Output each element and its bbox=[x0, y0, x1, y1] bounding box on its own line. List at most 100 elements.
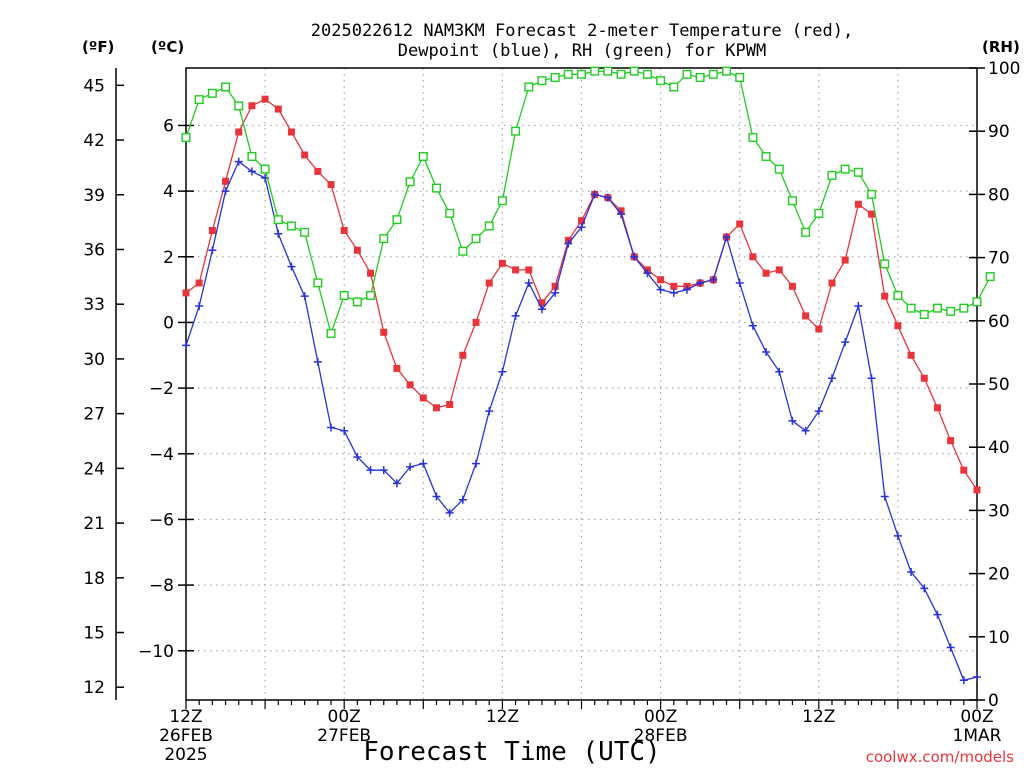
dewpoint-point bbox=[920, 584, 929, 593]
dewpoint-point bbox=[551, 288, 560, 297]
fahrenheit-tick-label: 30 bbox=[83, 350, 105, 370]
rh-point bbox=[880, 259, 890, 269]
temperature-point bbox=[749, 253, 757, 261]
fahrenheit-tick-label: 45 bbox=[83, 76, 105, 96]
temperature-point bbox=[973, 486, 981, 494]
rh-point bbox=[932, 303, 942, 313]
dewpoint-point bbox=[933, 610, 942, 619]
rh-point bbox=[484, 221, 494, 231]
chart-title-line1: 2025022612 NAM3KM Forecast 2-meter Tempe… bbox=[311, 21, 853, 41]
fahrenheit-unit-label: (ºF) bbox=[82, 38, 114, 56]
rh-tick-label: 100 bbox=[988, 59, 1020, 79]
dewpoint-point bbox=[379, 466, 388, 475]
temperature-point bbox=[578, 217, 585, 225]
celsius-tick-label: −10 bbox=[138, 642, 174, 662]
rh-tick-label: 0 bbox=[988, 691, 999, 711]
rh-point bbox=[247, 151, 257, 161]
fahrenheit-tick-label: 36 bbox=[83, 240, 105, 260]
rh-point bbox=[458, 246, 468, 256]
temperature-point bbox=[432, 404, 440, 412]
fahrenheit-tick-label: 18 bbox=[83, 569, 105, 589]
rh-point bbox=[326, 328, 336, 338]
x-tick-label: 12Z bbox=[486, 707, 519, 727]
temperature-point bbox=[736, 220, 744, 228]
dewpoint-point bbox=[485, 407, 494, 416]
dewpoint-point bbox=[195, 302, 204, 311]
rh-point bbox=[972, 297, 982, 307]
dewpoint-point bbox=[577, 223, 586, 232]
fahrenheit-tick-label: 33 bbox=[83, 295, 105, 315]
temperature-point bbox=[920, 374, 928, 382]
rh-point bbox=[405, 177, 415, 187]
dewpoint-point bbox=[366, 466, 375, 475]
rh-point bbox=[774, 164, 784, 174]
rh-point bbox=[590, 66, 600, 76]
rh-point bbox=[959, 303, 969, 313]
dewpoint-point bbox=[973, 673, 981, 682]
dewpoint-point bbox=[748, 321, 757, 330]
temperature-point bbox=[868, 210, 876, 218]
rh-point bbox=[234, 101, 244, 111]
dewpoint-point bbox=[458, 495, 467, 504]
temperature-point bbox=[933, 404, 941, 412]
dewpoint-point bbox=[327, 423, 336, 432]
temperature-point bbox=[881, 292, 889, 300]
dewpoint-point bbox=[353, 453, 362, 462]
rh-tick-label: 30 bbox=[988, 501, 1010, 521]
celsius-tick-label: 0 bbox=[163, 313, 174, 333]
celsius-tick-label: 2 bbox=[163, 248, 174, 268]
plot-frame bbox=[185, 67, 978, 701]
dewpoint-point bbox=[682, 285, 691, 294]
celsius-tick-label: −4 bbox=[149, 445, 174, 465]
temperature-point bbox=[762, 269, 770, 277]
temperature-point bbox=[393, 364, 401, 372]
rh-tick-label: 40 bbox=[988, 438, 1010, 458]
dewpoint-point bbox=[656, 285, 665, 294]
fahrenheit-tick-label: 21 bbox=[83, 514, 105, 534]
dewpoint-point bbox=[735, 279, 744, 288]
temperature-point bbox=[446, 401, 454, 409]
celsius-tick-label: −2 bbox=[149, 379, 174, 399]
x-date-label: 28FEB bbox=[634, 726, 688, 746]
dewpoint-point bbox=[669, 288, 678, 297]
dewpoint-point bbox=[854, 302, 863, 311]
rh-point bbox=[669, 82, 679, 92]
rh-point bbox=[339, 291, 349, 301]
dewpoint-point bbox=[709, 275, 718, 284]
rh-point bbox=[286, 221, 296, 231]
rh-point bbox=[748, 133, 758, 143]
rh-point bbox=[616, 69, 626, 79]
rh-tick-label: 70 bbox=[988, 249, 1010, 269]
temperature-point bbox=[195, 279, 203, 287]
credit-label: coolwx.com/models bbox=[866, 748, 1014, 766]
rh-point bbox=[511, 126, 521, 136]
dewpoint-point bbox=[511, 311, 520, 320]
dewpoint-point bbox=[801, 426, 810, 435]
rh-point bbox=[722, 66, 732, 76]
dewpoint-point bbox=[392, 479, 401, 488]
temperature-point bbox=[182, 289, 190, 297]
rh-point bbox=[893, 291, 903, 301]
rh-point bbox=[366, 291, 376, 301]
dewpoint-point bbox=[617, 210, 626, 219]
dewpoint-point bbox=[537, 305, 546, 314]
rh-point bbox=[840, 164, 850, 174]
temperature-point bbox=[841, 256, 849, 264]
dewpoint-point bbox=[603, 193, 612, 202]
rh-point bbox=[642, 69, 652, 79]
series-layer bbox=[181, 66, 995, 685]
celsius-unit-label: (ºC) bbox=[151, 38, 184, 56]
axes-layer: 6420−2−4−6−8−104542393633302724211815121… bbox=[83, 59, 1020, 765]
dewpoint-point bbox=[893, 531, 902, 540]
dewpoint-point bbox=[722, 233, 731, 242]
dewpoint-point bbox=[498, 367, 507, 376]
x-date-label: 26FEB bbox=[159, 726, 213, 746]
temperature-point bbox=[261, 95, 269, 103]
temperature-point bbox=[854, 200, 862, 208]
dewpoint-point bbox=[208, 246, 217, 255]
chart-title-line2: Dewpoint (blue), RH (green) for KPWM bbox=[398, 41, 766, 61]
x-tick-label: 12Z bbox=[802, 707, 835, 727]
temperature-point bbox=[960, 466, 968, 474]
rh-tick-label: 90 bbox=[988, 122, 1010, 142]
rh-point bbox=[392, 215, 402, 225]
